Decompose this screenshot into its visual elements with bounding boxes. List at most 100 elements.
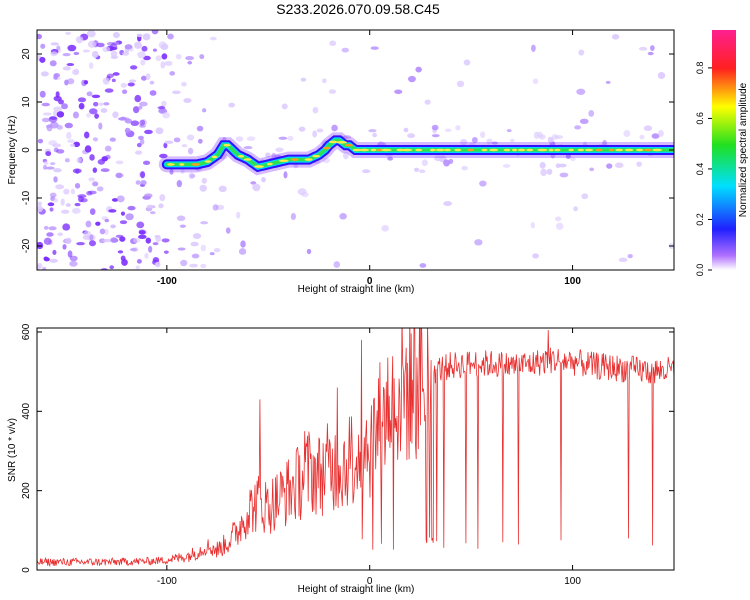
noise-blob [197,138,203,144]
noise-blob [111,198,119,202]
noise-blob [152,242,159,246]
noise-blob [532,78,539,85]
noise-blob [201,177,207,184]
track-hotspot [211,155,218,159]
noise-blob [115,172,123,179]
noise-blob [74,202,81,207]
noise-blob [92,137,99,142]
noise-blob [40,71,49,77]
noise-blob [56,124,63,130]
noise-blob [650,45,655,52]
noise-blob [104,228,109,235]
track-hotspot [577,148,585,152]
noise-blob [37,138,44,144]
noise-blob [89,154,95,161]
noise-blob [190,241,199,247]
noise-blob [91,50,99,58]
noise-blob [455,125,461,131]
noise-blob [124,44,133,50]
noise-blob [287,135,294,141]
noise-blob [49,258,58,263]
colorbar-tick-label: 0.8 [695,62,705,75]
track-hotspot [467,148,475,152]
noise-blob [127,205,136,211]
noise-blob [149,211,156,215]
y-tick-label: 10 [21,96,32,108]
noise-blob [333,261,341,268]
noise-blob [160,61,166,69]
noise-blob [611,33,620,40]
noise-blob [136,33,143,38]
noise-blob [578,49,585,56]
noise-blob [62,52,71,57]
noise-blob [96,186,104,192]
track-hotspot [595,148,603,152]
spectrogram-x-axis-label: Height of straight line (km) [298,284,415,295]
track-hotspot [415,148,423,152]
noise-blob [82,49,90,53]
noise-blob [140,180,147,186]
noise-blob [162,112,170,119]
noise-blob [86,30,96,38]
noise-blob [581,193,589,200]
noise-blob [283,171,288,179]
noise-blob [213,248,221,253]
noise-blob [43,256,49,261]
snr-frame [36,327,675,571]
noise-blob [236,211,241,219]
noise-blob [66,63,75,67]
noise-blob [281,103,288,110]
y-tick-label: 20 [21,48,32,60]
noise-blob [180,259,188,267]
noise-blob [181,81,187,87]
noise-blob [42,112,52,116]
colorbar-tick-label: 0.6 [695,112,705,125]
spectrogram-x-axis: -100 0 100 [157,30,581,287]
snr-x-axis-label: Height of straight line (km) [298,584,415,595]
noise-blob [209,252,215,256]
track-hotspot [511,148,518,152]
noise-blob [155,127,164,135]
noise-blob [67,78,75,85]
noise-blob [76,242,85,246]
noise-blob [53,106,63,112]
noise-blob [186,134,195,141]
noise-blob [240,240,246,248]
noise-blob [212,204,219,211]
noise-blob [130,120,140,127]
noise-blob [50,42,59,46]
noise-blob [502,164,511,168]
y-tick-label: 0 [21,147,32,153]
noise-blob [297,188,307,196]
noise-blob [95,221,101,226]
noise-blob [138,105,143,110]
noise-blob [88,240,97,247]
noise-blob [110,224,116,229]
x-tick-label: 0 [367,276,373,287]
noise-blob [134,41,142,49]
noise-blob [141,45,148,52]
noise-blob [474,239,483,246]
noise-blob [200,263,207,269]
noise-blob [491,141,498,145]
track-hotspot [435,148,446,152]
noise-blob [573,206,579,212]
noise-blob [50,121,59,129]
track-hotspot [254,165,264,168]
noise-blob [97,159,106,165]
x-tick-label: -100 [157,276,177,287]
noise-blob [78,102,85,110]
colorbar-tick-label: 0.4 [695,163,705,176]
chart-title: S233.2026.070.09.58.C45 [276,1,440,17]
noise-blob [100,168,110,173]
noise-blob [176,180,183,188]
noise-blob [172,90,181,95]
noise-blob [63,188,70,195]
track-hotspot [336,141,348,144]
track-hotspot [401,148,413,152]
noise-blob [419,263,427,268]
noise-blob [65,203,71,207]
noise-blob [112,31,120,39]
noise-blob [61,209,70,214]
noise-blob [200,221,209,225]
